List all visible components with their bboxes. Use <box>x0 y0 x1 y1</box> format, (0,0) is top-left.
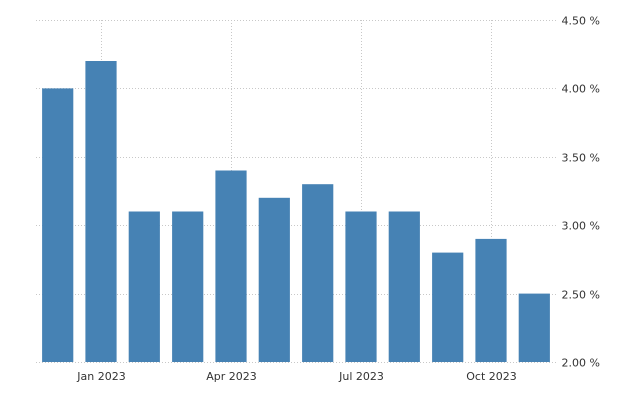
bar-dec-2022 <box>42 88 74 363</box>
y-tick-label: 2.50 % <box>562 289 600 302</box>
bar-mar-2023 <box>172 211 204 362</box>
bar-jul-2023 <box>345 211 377 362</box>
y-tick-label: 4.00 % <box>562 83 600 96</box>
y-tick-label: 2.00 % <box>562 357 600 370</box>
bar-sep-2023 <box>432 252 464 362</box>
bar-jan-2023 <box>85 61 117 362</box>
y-tick-label: 3.00 % <box>562 220 600 233</box>
x-tick-label: Oct 2023 <box>466 370 517 383</box>
bar-feb-2023 <box>128 211 160 362</box>
bars <box>42 61 550 363</box>
bar-jun-2023 <box>302 184 334 362</box>
bar-aug-2023 <box>388 211 420 362</box>
bar-oct-2023 <box>475 238 507 362</box>
x-axis-tick-labels: Jan 2023 Apr 2023 Jul 2023 Oct 2023 <box>76 370 516 383</box>
bar-may-2023 <box>258 197 290 362</box>
x-tick-label: Jul 2023 <box>338 370 384 383</box>
y-tick-label: 3.50 % <box>562 152 600 165</box>
y-tick-label: 4.50 % <box>562 15 600 28</box>
x-tick-label: Apr 2023 <box>206 370 257 383</box>
y-axis-tick-labels: 2.00 % 2.50 % 3.00 % 3.50 % 4.00 % 4.50 % <box>562 15 600 370</box>
x-tick-label: Jan 2023 <box>76 370 125 383</box>
bar-apr-2023 <box>215 170 247 362</box>
bar-nov-2023 <box>518 293 550 362</box>
